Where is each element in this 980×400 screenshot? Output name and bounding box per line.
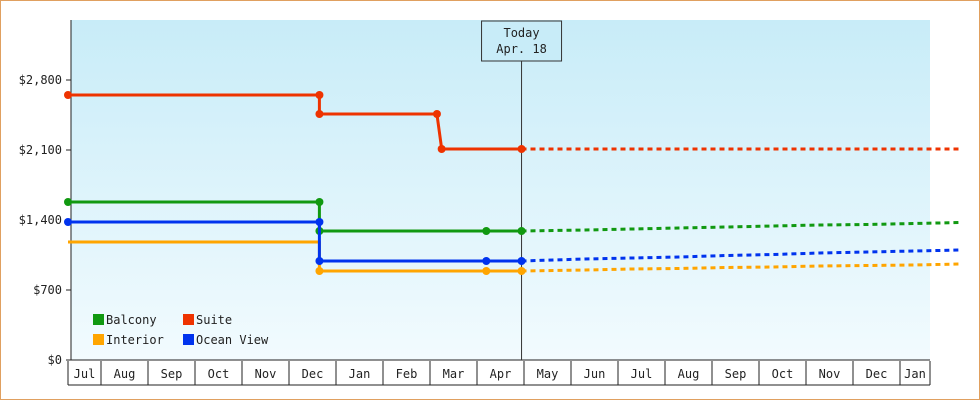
series-balcony-point: [64, 198, 72, 206]
series-interior-point: [482, 267, 491, 275]
series-ocean-view: [64, 218, 962, 265]
series-ocean-view-point: [64, 218, 72, 226]
x-month-label: Jan: [349, 367, 371, 381]
x-month-label: Mar: [443, 367, 465, 381]
series-balcony-point: [315, 198, 324, 206]
legend-label: Ocean View: [196, 333, 269, 347]
legend-label: Interior: [106, 333, 164, 347]
x-month-label: Nov: [255, 367, 277, 381]
legend-item-interior: Interior: [93, 333, 164, 347]
series-ocean-view-projected-line: [521, 248, 962, 263]
today-date: Apr. 18: [496, 42, 547, 56]
series-suite-point: [315, 110, 324, 118]
legend-item-ocean-view: Ocean View: [183, 333, 269, 347]
legend-label: Balcony: [106, 313, 157, 327]
y-tick-label: $2,800: [19, 73, 62, 87]
legend-swatch: [183, 334, 194, 345]
x-month-label: Jul: [631, 367, 653, 381]
x-month-label: Jul: [74, 367, 96, 381]
x-month-label: Oct: [772, 367, 794, 381]
x-month-label: Dec: [302, 367, 324, 381]
series-ocean-view-point: [315, 218, 324, 226]
series-interior-point: [315, 267, 324, 275]
series-suite-point: [432, 110, 441, 118]
series-suite-point: [64, 91, 72, 99]
today-box: [481, 20, 563, 62]
x-month-label: Feb: [396, 367, 418, 381]
legend-label: Suite: [196, 313, 232, 327]
today-label: Today: [503, 26, 539, 40]
series-suite-point: [315, 91, 324, 99]
legend-item-suite: Suite: [183, 313, 232, 327]
series-ocean-view-point: [517, 257, 526, 265]
y-tick-label: $2,100: [19, 143, 62, 157]
x-month-label: Sep: [161, 367, 183, 381]
x-month-label: Aug: [114, 367, 136, 381]
series-ocean-view-point: [482, 257, 491, 265]
x-month-label: Aug: [678, 367, 700, 381]
x-month-label: Jun: [584, 367, 606, 381]
y-tick-label: $0: [48, 353, 62, 367]
series-suite-point: [437, 145, 446, 153]
legend-swatch: [183, 314, 194, 325]
legend-item-balcony: Balcony: [93, 313, 157, 327]
y-tick-label: $1,400: [19, 213, 62, 227]
plot-background: [71, 20, 930, 360]
series-suite-point: [517, 145, 526, 153]
series-balcony-point: [482, 227, 491, 235]
series-interior-projected-line: [521, 262, 962, 273]
x-month-label: Oct: [208, 367, 230, 381]
series-suite: [64, 91, 961, 153]
series-interior: [68, 240, 962, 275]
series-balcony-projected-line: [521, 221, 962, 233]
x-month-label: Nov: [819, 367, 841, 381]
legend-swatch: [93, 334, 104, 345]
legend-swatch: [93, 314, 104, 325]
x-month-label: Apr: [490, 367, 512, 381]
y-tick-label: $700: [33, 283, 62, 297]
series-suite-actual-line: [68, 93, 522, 151]
series-interior-point: [517, 267, 526, 275]
x-month-label: Sep: [725, 367, 747, 381]
series-balcony-point: [517, 227, 526, 235]
series-ocean-view-point: [315, 257, 324, 265]
x-month-label: May: [537, 367, 559, 381]
x-month-label: Jan: [904, 367, 926, 381]
x-month-label: Dec: [866, 367, 888, 381]
